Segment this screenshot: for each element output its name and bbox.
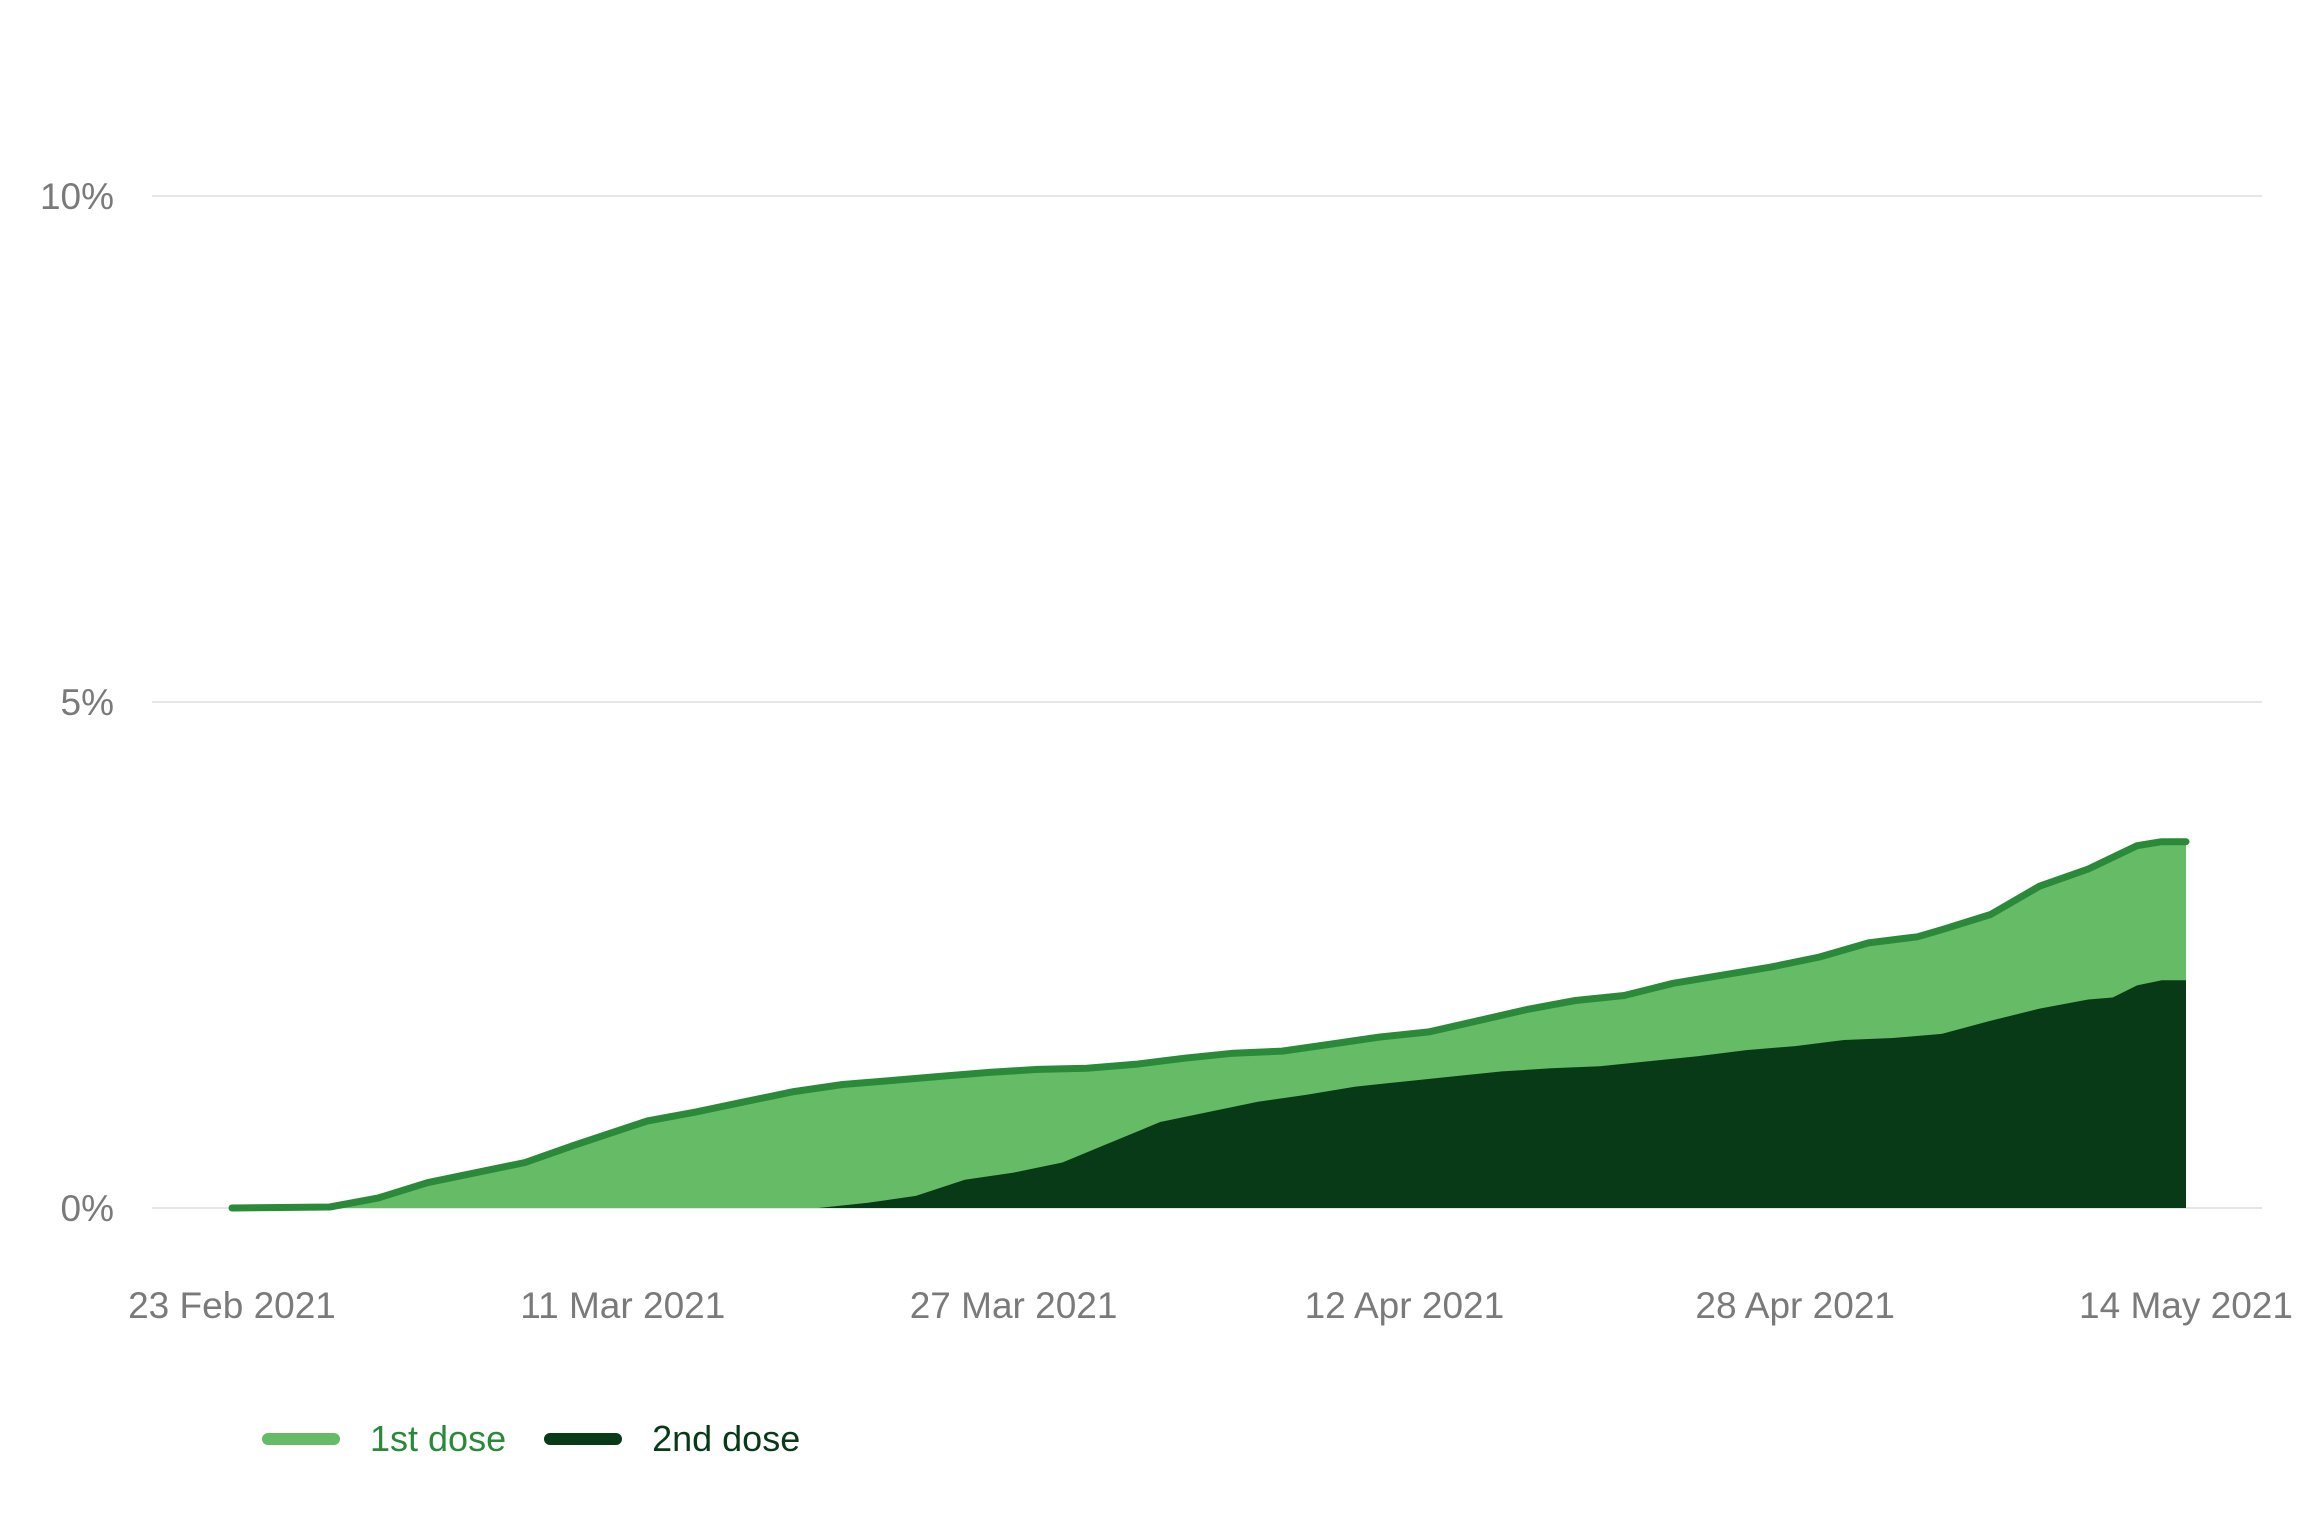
x-axis-tick-labels: 23 Feb 2021 11 Mar 2021 27 Mar 2021 12 Apr … [128,1285,2293,1326]
x-tick-label-4: 28 Apr 2021 [1695,1285,1895,1326]
y-tick-label-1: 5% [61,682,114,723]
y-tick-label-0: 0% [61,1188,114,1229]
legend-swatch-2nd-dose [544,1433,623,1445]
line-1st-dose [228,838,2190,1212]
legend-item-2nd-dose[interactable]: 2nd dose [544,1418,800,1460]
area-2nd-dose [232,980,2186,1208]
series-areas [232,841,2186,1208]
x-tick-label-5: 14 May 2021 [2079,1285,2293,1326]
x-tick-label-0: 23 Feb 2021 [128,1285,336,1326]
series-lines [228,838,2190,1212]
legend-swatch-1st-dose [262,1433,340,1445]
legend-label-2nd-dose: 2nd dose [652,1418,801,1459]
chart-legend: 1st dose 2nd dose [262,1418,838,1460]
legend-label-1st-dose: 1st dose [370,1418,507,1459]
x-tick-label-1: 11 Mar 2021 [520,1285,725,1326]
y-axis-tick-labels: 0% 5% 10% [40,176,114,1229]
x-tick-label-3: 12 Apr 2021 [1305,1285,1505,1326]
x-tick-label-2: 27 Mar 2021 [910,1285,1118,1326]
y-tick-label-2: 10% [40,176,114,217]
legend-item-1st-dose[interactable]: 1st dose [262,1418,506,1460]
